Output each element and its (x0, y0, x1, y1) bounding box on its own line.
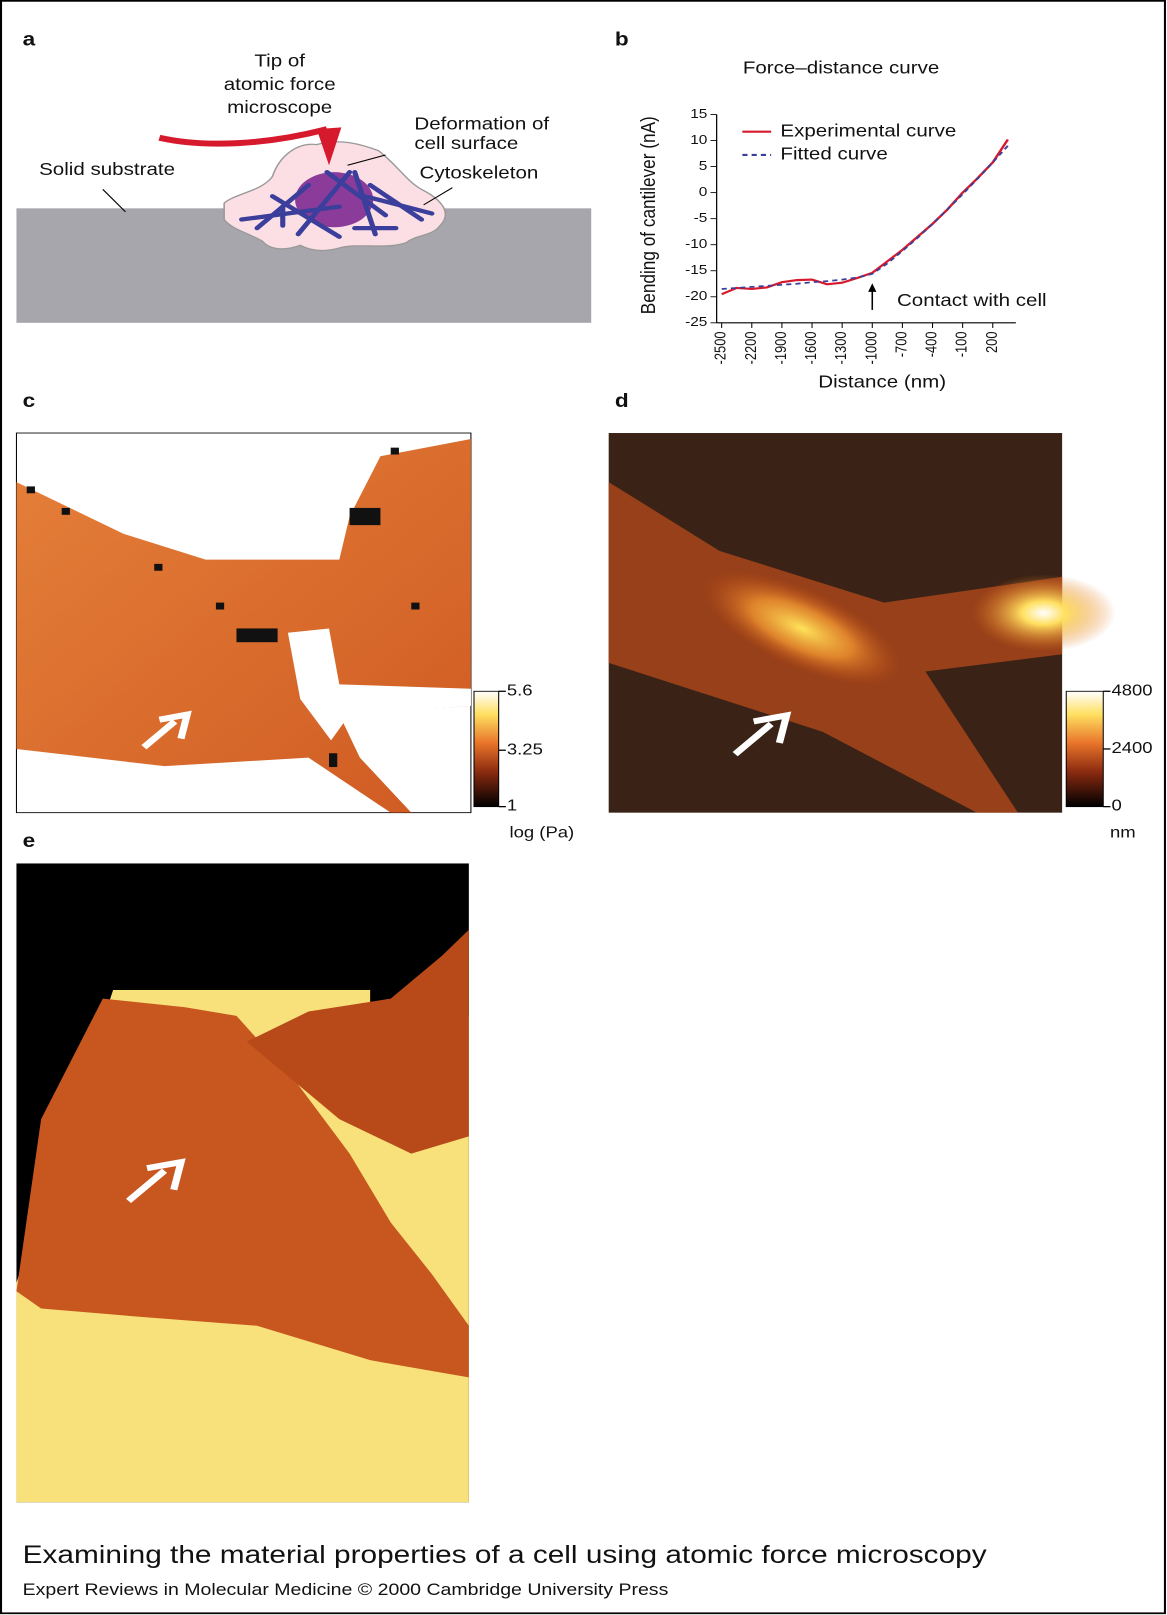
y-tick-label: -15 (685, 263, 707, 278)
diagram-label: atomic force (224, 75, 336, 94)
panel-label: e (23, 831, 36, 852)
pixel (391, 448, 399, 455)
colorbar (474, 691, 499, 806)
y-tick-label: 0 (699, 185, 708, 200)
pixel (350, 508, 381, 525)
x-axis-label: Distance (nm) (818, 373, 946, 392)
diagram-label: Cytoskeleton (420, 164, 539, 183)
y-tick-label: -20 (685, 289, 707, 304)
y-axis-label: Bending of cantilever (nA) (638, 116, 661, 314)
chart-title: Force–distance curve (743, 59, 939, 78)
colorbar-unit: nm (1110, 824, 1136, 841)
x-tick-label: -100 (954, 331, 971, 357)
legend-label: Experimental curve (780, 122, 956, 141)
diagram-label: microscope (227, 98, 332, 117)
panel-label: b (615, 29, 629, 50)
colorbar-tick-label: 4800 (1111, 682, 1152, 699)
x-tick-label: 200 (984, 331, 1001, 353)
x-tick-label: -1000 (863, 331, 880, 364)
x-tick-label: -2500 (713, 331, 730, 364)
diagram-label: Solid substrate (39, 160, 175, 179)
colorbar-tick-label: 0 (1111, 797, 1121, 814)
caption-title: Examining the material properties of a c… (23, 1540, 987, 1568)
y-tick-label: 10 (690, 133, 707, 148)
caption-credit: Expert Reviews in Molecular Medicine © 2… (23, 1581, 669, 1599)
figure: a b c d e Tip of atomic force microscope… (0, 0, 1167, 1615)
colorbar (1066, 691, 1103, 806)
x-tick-label: -400 (924, 331, 941, 357)
legend-label: Fitted curve (780, 145, 887, 164)
pixel (236, 628, 277, 642)
x-tick-label: -1600 (803, 331, 820, 364)
pixel (329, 753, 337, 767)
y-tick-label: 5 (699, 159, 708, 174)
page: AFM figure {"panels": { "a": {"label": "… (0, 0, 1167, 1615)
y-tick-label: -25 (685, 315, 707, 330)
y-tick-label: 15 (690, 107, 707, 122)
y-tick-label: -10 (685, 237, 707, 252)
glow (972, 574, 1116, 651)
colorbar-tick-label: 1 (507, 797, 517, 814)
diagram-label: Tip of (254, 52, 305, 71)
pixel (216, 603, 224, 610)
panel-label: a (23, 29, 36, 50)
colorbar-tick-label: 3.25 (507, 741, 543, 758)
y-tick-label: -5 (694, 211, 708, 226)
panel-label: d (615, 391, 629, 412)
x-tick-label: -2200 (743, 331, 760, 364)
pixel (411, 603, 419, 610)
colorbar-unit: log (Pa) (509, 824, 574, 841)
annotation-text: Contact with cell (897, 291, 1047, 310)
body: a b c d e Tip of atomic force microscope… (0, 0, 1167, 1615)
x-tick-label: -700 (893, 331, 910, 357)
x-tick-label: -1900 (773, 331, 790, 364)
pixel (62, 508, 70, 515)
panel-label: c (23, 391, 36, 412)
colorbar-tick-label: 2400 (1111, 739, 1152, 756)
diagram-label: cell surface (414, 135, 518, 154)
x-tick-label: -1300 (833, 331, 850, 364)
diagram-label: Deformation of (414, 115, 550, 134)
pixel (154, 564, 162, 571)
pixel (27, 486, 35, 493)
colorbar-tick-label: 5.6 (507, 682, 533, 699)
